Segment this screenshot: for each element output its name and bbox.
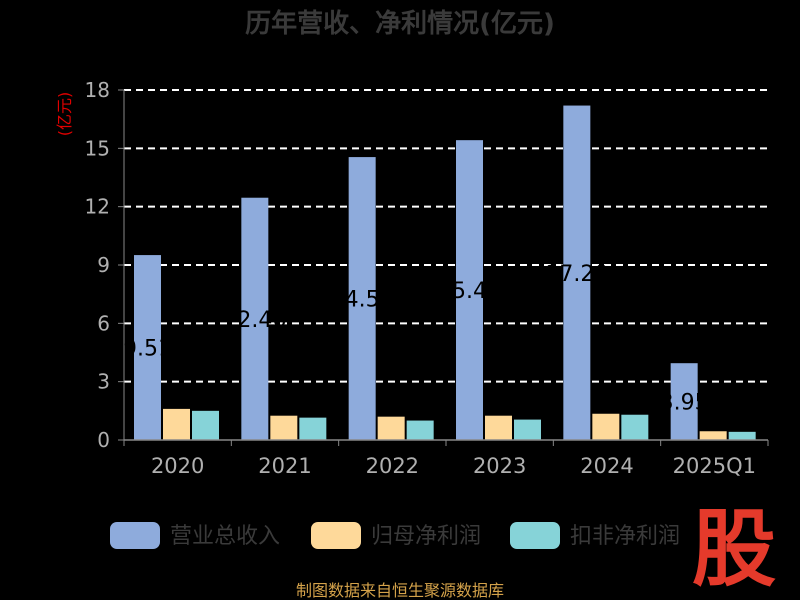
bar-扣非净利润-2022 [406, 420, 434, 440]
y-tick-label: 0 [97, 428, 110, 452]
chart-title: 历年营收、净利情况(亿元) [245, 8, 555, 39]
y-tick-label: 6 [97, 311, 110, 335]
bar-归母净利润-2022 [377, 416, 405, 440]
data-label-2020: 9.51 [123, 337, 172, 362]
x-axis: 2020 2021 2022 2023 2024 2025Q1 [123, 439, 769, 478]
y-tick-label: 18 [85, 78, 110, 102]
legend-swatch [311, 522, 361, 549]
y-tick-label: 12 [85, 195, 110, 219]
bar-归母净利润-2020 [163, 408, 190, 440]
y-axis-label: (亿元) [55, 92, 74, 137]
bar-营业总收入-2024 [563, 105, 591, 441]
data-label-2024: 17.20 [545, 262, 608, 287]
y-axis-ticks: 0 3 6 9 12 15 18 [85, 78, 125, 452]
y-tick-label: 15 [85, 136, 110, 160]
bars [134, 105, 756, 441]
bar-扣非净利润-2024 [621, 414, 649, 440]
data-label-2025Q1: 3.95 [660, 391, 709, 416]
bar-归母净利润-2025Q1 [699, 431, 727, 440]
y-tick-label: 9 [97, 253, 110, 277]
legend: 营业总收入 归母净利润 扣非净利润 [110, 522, 680, 549]
legend-label: 营业总收入 [170, 524, 280, 549]
bar-扣非净利润-2023 [514, 419, 541, 440]
data-label-2022: 14.55 [331, 288, 394, 313]
x-tick-label: 2025Q1 [673, 454, 756, 478]
bar-营业总收入-2021 [241, 197, 269, 440]
legend-label: 归母净利润 [371, 524, 481, 549]
grid-lines [124, 89, 768, 383]
x-tick-label: 2023 [473, 454, 526, 478]
logo: 股 [692, 500, 776, 598]
legend-label: 扣非净利润 [570, 524, 680, 549]
bar-归母净利润-2024 [592, 413, 620, 440]
bar-营业总收入-2023 [456, 140, 483, 440]
x-tick-label: 2020 [151, 454, 204, 478]
data-label-2021: 12.46 [223, 308, 286, 333]
bar-营业总收入-2020 [134, 255, 161, 440]
legend-swatch [110, 522, 160, 549]
bar-归母净利润-2021 [270, 415, 298, 440]
legend-swatch [510, 522, 560, 549]
bar-扣非净利润-2025Q1 [728, 431, 756, 440]
bar-扣非净利润-2021 [299, 417, 327, 440]
bar-归母净利润-2023 [485, 415, 512, 440]
x-tick-label: 2022 [366, 454, 419, 478]
y-tick-label: 3 [97, 370, 110, 394]
bar-营业总收入-2025Q1 [670, 363, 698, 440]
source-text: 制图数据来自恒生聚源数据库 [296, 581, 504, 600]
bar-扣非净利润-2020 [192, 410, 219, 440]
x-tick-label: 2024 [580, 454, 633, 478]
bar-营业总收入-2022 [348, 157, 376, 441]
data-labels: 9.51 12.46 14.55 15.42 17.20 3.95 [123, 262, 709, 416]
x-tick-label: 2021 [258, 454, 311, 478]
data-label-2023: 15.42 [438, 279, 501, 304]
